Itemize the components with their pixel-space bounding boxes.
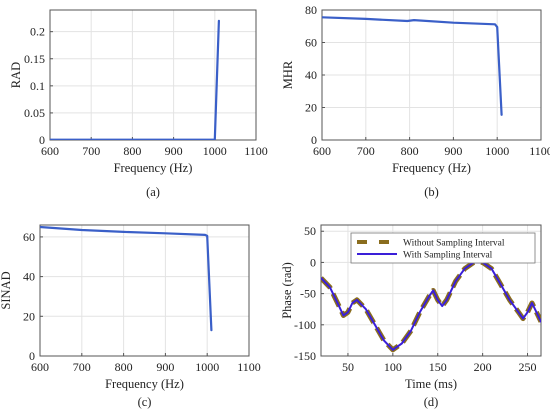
x-tick-label: 900 [165, 144, 183, 158]
x-tick-label: 100 [384, 360, 402, 374]
y-tick-label: 20 [305, 101, 317, 115]
x-tick-label: 700 [357, 144, 375, 158]
x-tick-label: 1000 [203, 144, 227, 158]
y-tick-label: -100 [294, 318, 316, 332]
chart-d: 50 100 150 200 250 -150 -100 -50 0 50 Time (ms) Pha… [280, 224, 542, 409]
y-tick-label: -150 [294, 349, 316, 363]
x-tick-label: 1100 [529, 144, 550, 158]
x-tick-label: 250 [519, 360, 537, 374]
x-axis-label: Frequency (Hz) [392, 161, 471, 175]
x-tick-label: 600 [31, 360, 49, 374]
caption-b: (b) [424, 185, 439, 199]
series-line-d-2 [321, 261, 541, 351]
series-line-b-1 [322, 16, 503, 116]
legend-box [350, 232, 536, 264]
axes-frame-d [320, 224, 542, 357]
y-tick-label: 60 [305, 36, 317, 50]
x-tick-label: 1000 [195, 360, 219, 374]
x-tick-label: 800 [401, 144, 419, 158]
y-tick-label: 0 [311, 133, 317, 147]
x-tick-label: 200 [474, 360, 492, 374]
x-tick-label: 900 [444, 144, 462, 158]
x-tick-label: 700 [73, 360, 91, 374]
chart-b: 600 700 800 900 1000 1100 0 20 40 60 80 Frequency (… [281, 3, 550, 199]
caption-c: (c) [138, 395, 152, 409]
y-tick-label: 0.1 [30, 79, 45, 93]
x-axis-label: Time (ms) [405, 377, 457, 391]
caption-a: (a) [146, 185, 160, 199]
y-axis-label: MHR [281, 60, 295, 89]
y-tick-label: 60 [23, 230, 35, 244]
y-tick-label: 40 [305, 68, 317, 82]
x-tick-label: 150 [429, 360, 447, 374]
y-tick-label: 0 [29, 349, 35, 363]
x-tick-label: 800 [123, 144, 141, 158]
x-tick-label: 800 [115, 360, 133, 374]
y-tick-label: 40 [23, 270, 35, 284]
plot-area-a [50, 10, 256, 140]
y-axis-label: SINAD [0, 271, 13, 309]
y-tick-label: 0.2 [30, 25, 45, 39]
x-tick-label: 600 [41, 144, 59, 158]
x-axis-label: Frequency (Hz) [105, 377, 184, 391]
chart-c: 600 700 800 900 1000 1100 0 20 40 60 Frequency (Hz… [0, 224, 261, 409]
x-axis-label: Frequency (Hz) [114, 161, 193, 175]
x-tick-label: 600 [313, 144, 331, 158]
chart-a: 600 700 800 900 1000 1100 0 0.05 0.1 0.15 0.2 Frequ… [9, 9, 268, 199]
y-tick-label: 80 [305, 3, 317, 17]
y-tick-label: 20 [23, 309, 35, 323]
x-tick-label: 50 [342, 360, 354, 374]
y-tick-label: 0.15 [24, 52, 45, 66]
x-tick-label: 900 [156, 360, 174, 374]
y-tick-label: 0 [39, 133, 45, 147]
plot-area-c [40, 225, 249, 356]
x-tick-label: 700 [82, 144, 100, 158]
legend-d: Without Sampling Interval With Sampling I… [350, 232, 536, 264]
series-line-a-1 [50, 19, 220, 140]
legend-entry: Without Sampling Interval [403, 239, 505, 249]
caption-d: (d) [424, 395, 439, 409]
series-line-c-1 [40, 225, 213, 332]
y-axis-label: Phase (rad) [280, 262, 294, 319]
legend-entry: With Sampling Interval [403, 251, 493, 261]
y-axis-label: RAD [9, 62, 23, 88]
x-tick-label: 1100 [237, 360, 261, 374]
axes-frame-c [39, 224, 250, 357]
y-tick-label: -50 [300, 287, 316, 301]
y-tick-label: 50 [304, 224, 316, 238]
x-tick-label: 1000 [485, 144, 509, 158]
x-tick-label: 1100 [244, 144, 268, 158]
y-tick-label: 0.05 [24, 106, 45, 120]
y-tick-label: 0 [310, 255, 316, 269]
